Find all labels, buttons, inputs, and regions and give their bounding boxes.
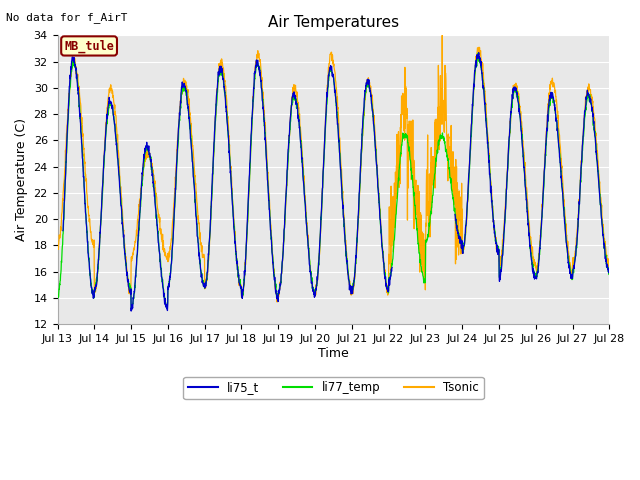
li77_temp bbox=[605, 268, 613, 274]
Y-axis label: Air Temperature (C): Air Temperature (C) bbox=[15, 118, 28, 241]
Tsonic bbox=[438, 33, 446, 38]
li75_t bbox=[349, 284, 357, 289]
li77_temp bbox=[573, 243, 580, 249]
Tsonic bbox=[273, 299, 281, 305]
Legend: li75_t, li77_temp, Tsonic: li75_t, li77_temp, Tsonic bbox=[184, 377, 484, 399]
li77_temp bbox=[349, 283, 357, 289]
li77_temp bbox=[557, 168, 565, 174]
X-axis label: Time: Time bbox=[318, 347, 349, 360]
li77_temp bbox=[127, 306, 135, 312]
li75_t bbox=[207, 197, 215, 203]
Tsonic bbox=[54, 246, 61, 252]
Line: Tsonic: Tsonic bbox=[58, 36, 609, 302]
Tsonic bbox=[362, 92, 369, 97]
Tsonic bbox=[605, 268, 613, 274]
li77_temp bbox=[362, 89, 369, 95]
Tsonic bbox=[557, 156, 565, 162]
li75_t bbox=[362, 88, 369, 94]
li77_temp bbox=[474, 50, 482, 56]
Tsonic bbox=[494, 249, 502, 255]
Line: li75_t: li75_t bbox=[63, 53, 609, 311]
li75_t bbox=[605, 268, 613, 274]
Tsonic bbox=[349, 285, 357, 290]
li75_t bbox=[557, 164, 564, 170]
Line: li77_temp: li77_temp bbox=[58, 53, 609, 309]
Text: No data for f_AirT: No data for f_AirT bbox=[6, 12, 128, 23]
li75_t bbox=[494, 250, 502, 255]
Tsonic bbox=[207, 204, 215, 210]
Text: MB_tule: MB_tule bbox=[64, 39, 114, 53]
li75_t bbox=[572, 249, 580, 255]
Title: Air Temperatures: Air Temperatures bbox=[268, 15, 399, 30]
li77_temp bbox=[54, 296, 61, 302]
li77_temp bbox=[208, 197, 216, 203]
li77_temp bbox=[494, 248, 502, 254]
Tsonic bbox=[573, 235, 580, 240]
